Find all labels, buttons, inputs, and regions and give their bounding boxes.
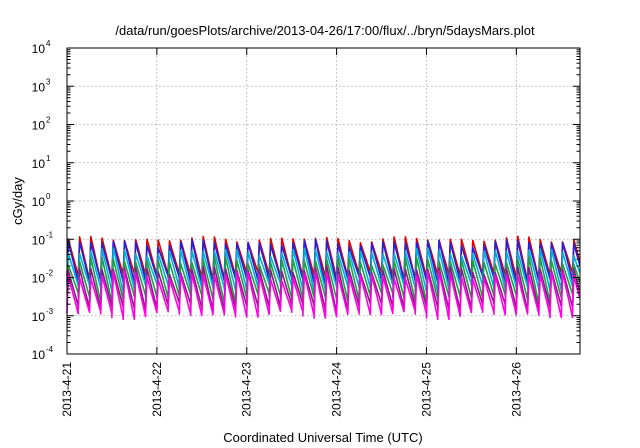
y-tick-label: 10 <box>32 195 46 209</box>
y-tick-exponent: 0 <box>46 192 51 201</box>
series-group <box>66 235 581 321</box>
y-tick-label: 10 <box>32 348 46 362</box>
chart-title: /data/run/goesPlots/archive/2013-04-26/1… <box>115 23 535 38</box>
x-tick-label: 2013-4-25 <box>419 362 433 417</box>
y-tick-exponent: -2 <box>46 269 54 278</box>
x-tick-labels: 2013-4-21 2013-4-22 2013-4-23 2013-4-24 2013… <box>60 362 523 417</box>
y-tick-exponent: -1 <box>46 230 54 239</box>
y-tick-exponent: 2 <box>46 116 51 125</box>
x-tick-label: 2013-4-22 <box>150 362 164 417</box>
y-tick-exponent: 1 <box>46 154 51 163</box>
x-axis-label: Coordinated Universal Time (UTC) <box>223 430 422 445</box>
y-tick-exponent: -3 <box>46 307 54 316</box>
y-tick-label: 10 <box>32 310 46 324</box>
y-tick-label: 10 <box>32 80 46 94</box>
x-tick-label: 2013-4-24 <box>330 362 344 417</box>
y-tick-label: 10 <box>32 157 46 171</box>
y-tick-label: 10 <box>32 119 46 133</box>
y-tick-label: 10 <box>32 42 46 56</box>
y-tick-label: 10 <box>32 272 46 286</box>
y-tick-exponent: 4 <box>46 39 51 48</box>
y-tick-exponent: -4 <box>46 345 54 354</box>
x-tick-label: 2013-4-21 <box>60 362 74 417</box>
y-tick-label: 10 <box>32 233 46 247</box>
x-tick-label: 2013-4-23 <box>240 362 254 417</box>
y-tick-exponent: 3 <box>46 77 51 86</box>
ticks <box>66 47 580 355</box>
y-axis-label: cGy/day <box>10 177 25 225</box>
series-line-6 <box>66 270 581 321</box>
x-tick-label: 2013-4-26 <box>509 362 523 417</box>
